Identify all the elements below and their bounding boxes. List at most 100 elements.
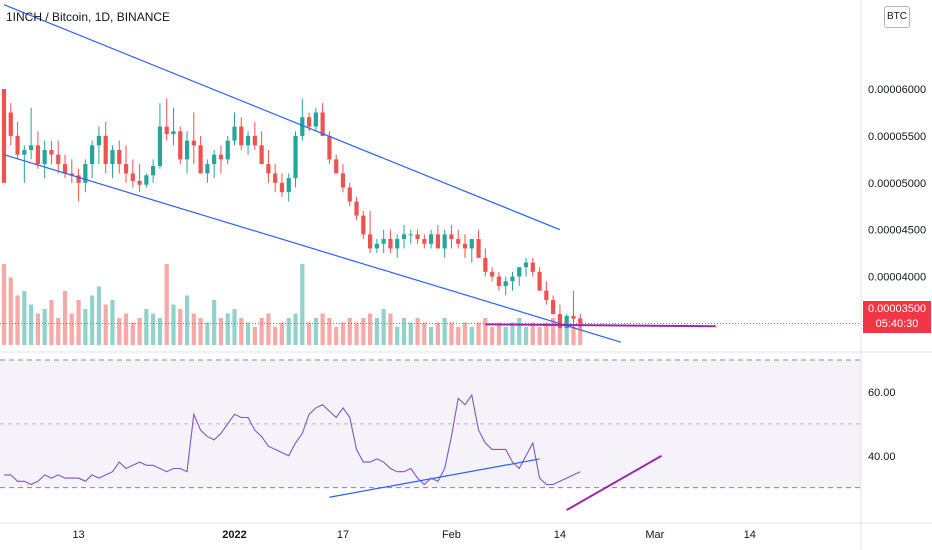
time-tick-label: 13 (72, 529, 84, 541)
candle-body (320, 112, 325, 136)
time-tick-label: 14 (554, 529, 566, 541)
volume-bar (164, 264, 169, 345)
candle-body (286, 178, 291, 193)
volume-bar (225, 313, 230, 345)
candle-body (266, 164, 271, 174)
candle-body (29, 145, 34, 150)
price-tick-label: 0.00005000 (868, 178, 926, 190)
volume-bar (456, 327, 461, 345)
rsi-support-line (566, 454, 663, 511)
candle-body (530, 262, 535, 272)
candle-body (517, 267, 522, 277)
candle-body (49, 150, 54, 155)
volume-bar (367, 313, 373, 345)
time-tick-label: 2022 (222, 529, 246, 541)
candle-body (571, 315, 576, 319)
volume-bar (252, 327, 257, 345)
volume-bar (29, 304, 34, 345)
candle-body (340, 173, 346, 188)
candle-body (490, 271, 495, 277)
candle-body (273, 173, 278, 183)
volume-bar (408, 322, 413, 345)
candle-body (510, 276, 515, 282)
candle-body (15, 135, 20, 155)
volume-bar (76, 300, 81, 345)
volume-bar (171, 304, 176, 345)
volume-bar (415, 318, 420, 345)
volume-bar (157, 318, 163, 345)
volume-bar (178, 309, 183, 345)
last-price-value: 0.00003500 (867, 303, 927, 315)
volume-bar (557, 327, 563, 345)
candle-body (259, 145, 264, 165)
rsi-tick-label: 60.00 (868, 387, 896, 399)
volume-bar (313, 318, 318, 345)
rsi-band-fill (0, 360, 861, 488)
volume-bar (510, 322, 515, 345)
volume-bar (35, 313, 40, 345)
volume-bar (245, 322, 251, 345)
volume-bar (340, 322, 346, 345)
volume-bar (123, 313, 129, 345)
candle-body (69, 173, 74, 176)
volume-bar (42, 309, 47, 345)
candle-body (62, 164, 68, 174)
currency-button[interactable]: BTC (884, 6, 910, 28)
bar-countdown: 05:40:30 (875, 318, 919, 330)
candle-body (354, 201, 359, 216)
candle-body (279, 182, 285, 193)
price-tick-label: 0.00004000 (868, 272, 926, 284)
volume-bar (300, 264, 305, 345)
volume-bar (496, 322, 502, 345)
volume-bar (218, 318, 224, 345)
last-price-badge: 0.00003500 05:40:30 (863, 301, 931, 333)
volume-bar (239, 318, 244, 345)
candle-body (503, 281, 508, 286)
candle-body (551, 300, 556, 315)
candle-body (232, 126, 237, 141)
volume-bar (273, 327, 278, 345)
volume-bar (401, 318, 407, 345)
candle-body (239, 126, 244, 146)
volume-bar (490, 327, 495, 345)
volume-bar (69, 313, 74, 345)
volume-bar (62, 291, 68, 345)
candle-body (395, 239, 400, 249)
volume-bar (103, 304, 108, 345)
volume-bar (469, 327, 474, 345)
candle-body (205, 164, 210, 174)
candle-body (476, 239, 481, 258)
candle-body (415, 234, 420, 240)
candle-body (144, 175, 149, 185)
volume-bar (578, 318, 583, 345)
volume-bar (144, 309, 149, 345)
candle-body (449, 234, 454, 240)
candle-body (469, 239, 474, 249)
volume-bar (8, 277, 13, 345)
volume-bar (96, 286, 102, 345)
volume-bar (442, 318, 447, 345)
volume-bar (266, 313, 271, 345)
volume-bar (388, 313, 393, 345)
volume-bar (395, 327, 400, 345)
volume-bar (571, 327, 576, 345)
volume-bar (306, 322, 312, 345)
candle-body (76, 175, 81, 183)
volume-bar (429, 327, 434, 345)
candle-body (435, 234, 440, 249)
volume-bar (435, 322, 440, 345)
candle-body (537, 271, 542, 291)
volume-bar (476, 322, 481, 345)
candle-body (245, 135, 251, 146)
rsi-trend-line (329, 458, 540, 498)
candle-body (178, 131, 183, 160)
candle-body (306, 117, 312, 127)
candle-body (429, 234, 434, 244)
candle-body (96, 135, 102, 146)
candle-body (56, 154, 61, 165)
candle-body (578, 318, 583, 324)
candle-body (300, 117, 305, 136)
volume-bar (347, 318, 352, 345)
time-tick-label: Mar (645, 529, 664, 541)
